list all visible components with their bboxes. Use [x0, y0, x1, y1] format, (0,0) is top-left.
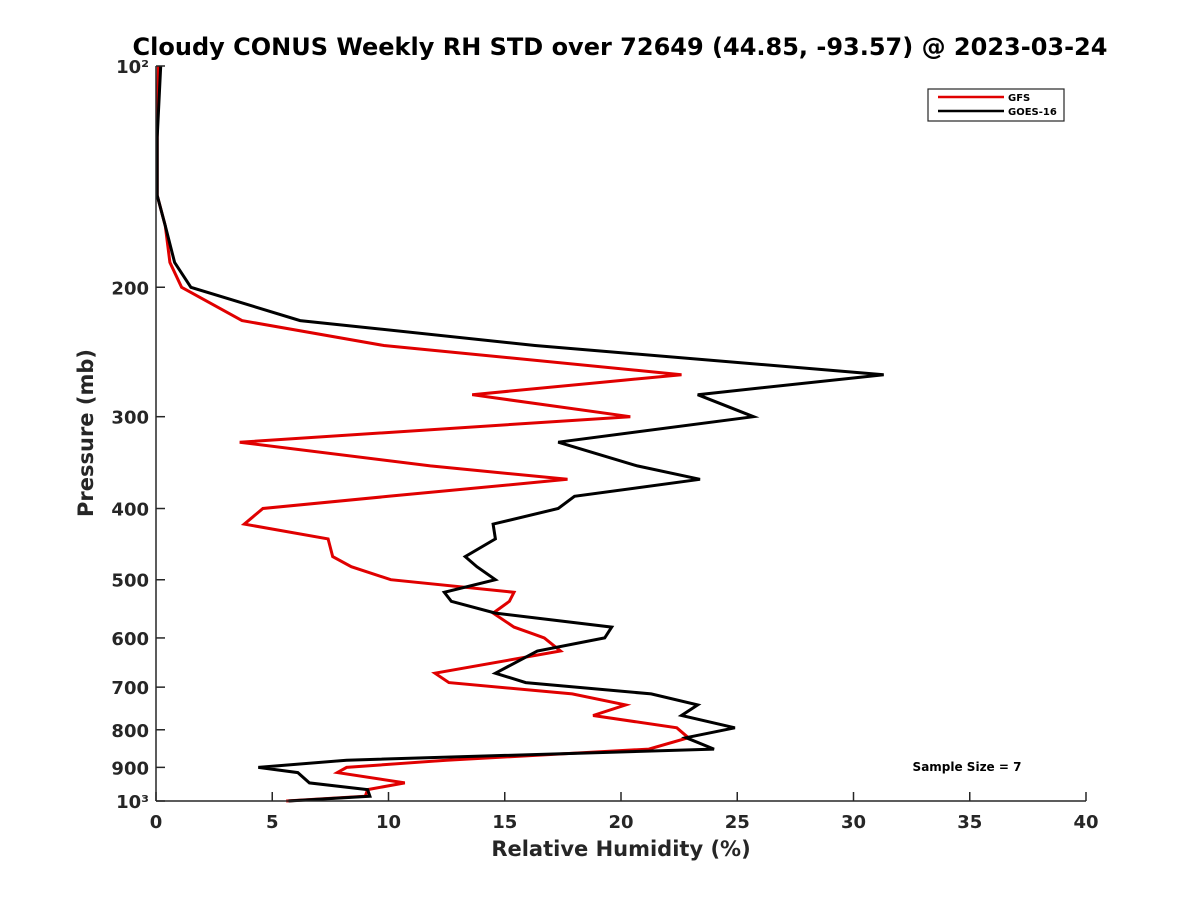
y-tick-label: 300 [111, 408, 149, 429]
series-line-goes16 [155, 65, 884, 803]
y-tick-label: 700 [111, 678, 149, 699]
legend-box [927, 88, 1065, 122]
chart-title: Cloudy CONUS Weekly RH STD over 72649 (4… [133, 33, 1108, 61]
y-tick-label: 600 [111, 629, 149, 650]
sample-size-annotation: Sample Size = 7 [913, 760, 1022, 774]
y-axis-label: Pressure (mb) [74, 349, 98, 517]
x-tick-label: 15 [492, 812, 517, 833]
legend-label-goes16: GOES-16 [1008, 107, 1057, 118]
y-tick-label: 800 [111, 721, 149, 742]
y-tick-label: 900 [111, 758, 149, 779]
x-tick-label: 35 [957, 812, 982, 833]
legend-label-gfs: GFS [1008, 93, 1030, 104]
y-tick-label: 10³ [116, 792, 149, 813]
legend: GFS GOES-16 [927, 88, 1065, 122]
x-tick-label: 0 [150, 812, 163, 833]
x-ticks: 0 5 10 15 20 25 30 35 40 [150, 792, 1099, 833]
x-tick-label: 30 [841, 812, 866, 833]
x-tick-label: 25 [725, 812, 750, 833]
y-tick-label: 10² [116, 57, 149, 78]
x-tick-label: 40 [1073, 812, 1098, 833]
y-tick-label: 500 [111, 571, 149, 592]
x-tick-label: 20 [608, 812, 633, 833]
x-tick-label: 10 [376, 812, 401, 833]
x-tick-label: 5 [266, 812, 279, 833]
series-layer [155, 65, 884, 803]
x-axis-label: Relative Humidity (%) [491, 837, 750, 861]
y-tick-label: 400 [111, 500, 149, 521]
y-ticks: 10² 200 300 400 500 600 700 800 900 10³ [111, 57, 165, 813]
y-tick-label: 200 [111, 278, 149, 299]
